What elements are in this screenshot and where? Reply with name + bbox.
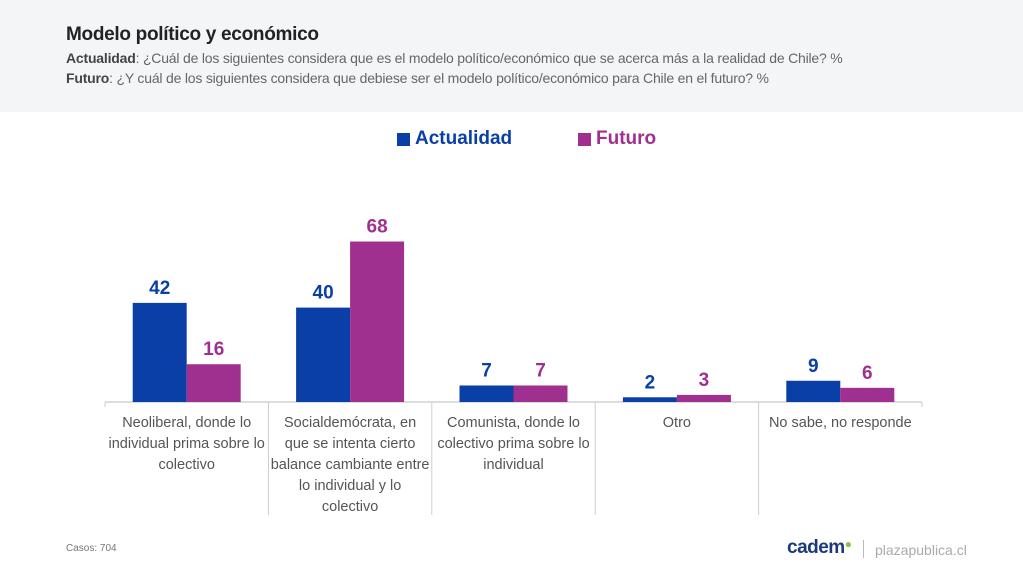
bar-actualidad: [296, 307, 351, 402]
category-label: Otro: [662, 415, 691, 431]
page-title: Modelo político y económico: [66, 24, 319, 45]
data-label: 9: [808, 356, 819, 377]
data-label: 16: [203, 339, 224, 360]
bar-actualidad: [786, 380, 841, 402]
legend-actualidad: Actualidad: [397, 128, 512, 150]
data-label: 7: [535, 360, 546, 381]
data-label: 2: [645, 372, 656, 393]
legend-swatch: [397, 132, 410, 146]
header-band: [0, 0, 1023, 112]
legend-futuro: Futuro: [578, 128, 656, 150]
category-label: Comunista, donde lo colectivo prima sobr…: [437, 415, 590, 473]
q1-text: : ¿Cuál de los siguientes considera que …: [135, 50, 843, 66]
category-label: Neoliberal, donde lo individual prima so…: [108, 415, 265, 473]
data-label: 40: [313, 283, 334, 304]
bar-actualidad: [459, 385, 514, 402]
legend-swatch: [578, 132, 591, 146]
cadem-logo: cadem●: [787, 537, 852, 558]
footer-divider: [863, 540, 864, 558]
q2-text: : ¿Y cuál de los siguientes considera qu…: [109, 70, 769, 86]
data-label: 3: [699, 370, 710, 391]
bar-actualidad: [622, 397, 677, 402]
data-label: 7: [481, 360, 492, 381]
category-label: Socialdemócrata, en que se intenta ciert…: [270, 415, 430, 515]
q1-label: Actualidad: [66, 50, 136, 66]
question-futuro: Futuro: ¿Y cuál de los siguientes consid…: [66, 70, 769, 86]
category-label: No sabe, no responde: [768, 415, 912, 431]
legend-label: Actualidad: [415, 128, 513, 149]
cases-note: Casos: 704: [66, 543, 117, 554]
data-label: 6: [862, 363, 873, 384]
bar-actualidad: [132, 302, 187, 402]
bar-futuro: [186, 364, 241, 402]
bar-futuro: [840, 387, 895, 402]
site-link[interactable]: plazapublica.cl: [875, 542, 967, 558]
question-actualidad: Actualidad: ¿Cuál de los siguientes cons…: [66, 50, 843, 66]
bar-futuro: [513, 385, 568, 402]
data-label: 68: [367, 217, 388, 238]
data-label: 42: [149, 278, 170, 299]
bar-futuro: [676, 394, 731, 402]
q2-label: Futuro: [66, 70, 110, 86]
legend-label: Futuro: [596, 128, 657, 149]
bar-futuro: [350, 241, 405, 402]
